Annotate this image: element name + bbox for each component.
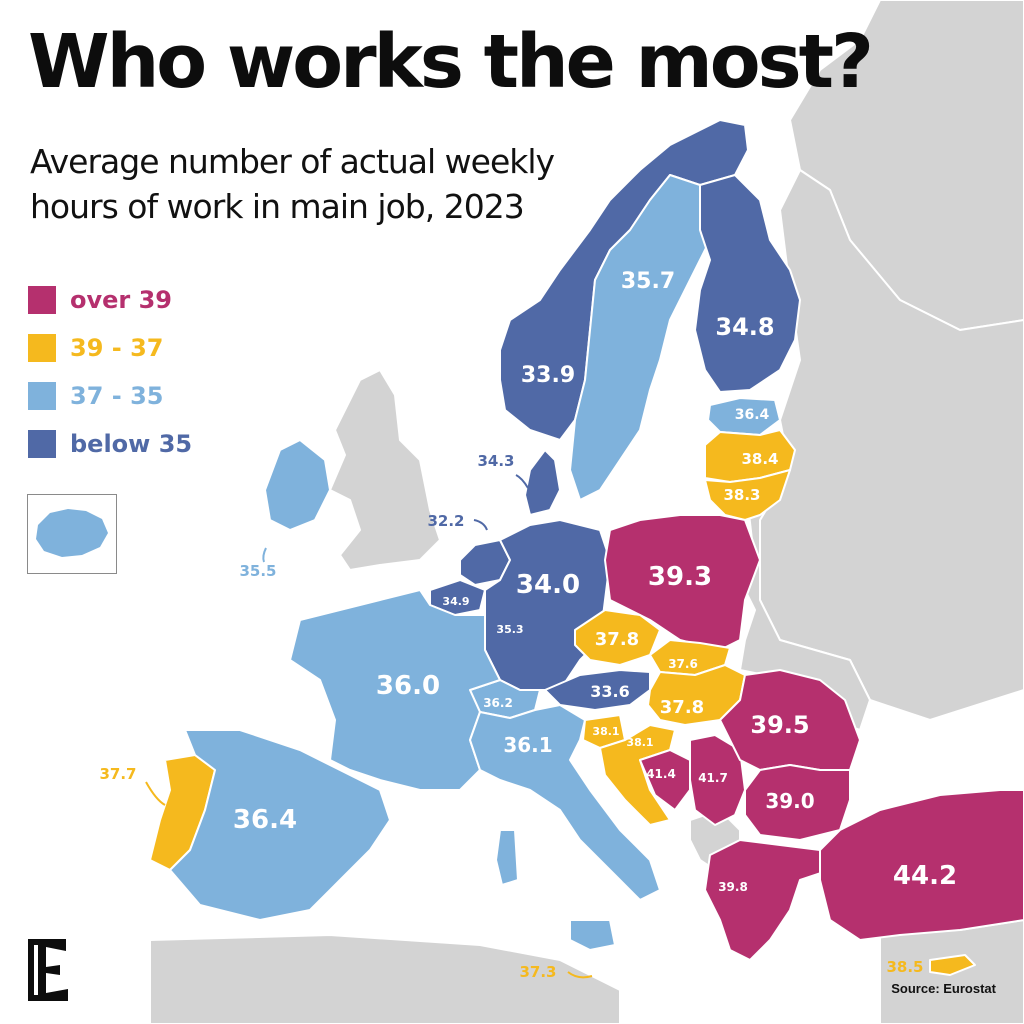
value-label-estonia: 36.4 xyxy=(735,407,770,423)
value-label-belgium: 34.9 xyxy=(442,595,469,608)
value-label-norway: 33.9 xyxy=(521,363,575,388)
value-label-czechia: 37.8 xyxy=(595,629,639,650)
value-label-hungary: 37.8 xyxy=(660,697,704,718)
region-turkey xyxy=(819,789,1024,941)
iceland-inset xyxy=(27,494,117,574)
value-label-malta: 37.3 xyxy=(519,963,556,981)
region-sicily xyxy=(569,919,616,951)
value-label-spain: 36.4 xyxy=(233,805,297,835)
region-serbia xyxy=(689,734,746,826)
value-label-netherlands: 32.2 xyxy=(427,512,464,530)
value-label-portugal: 37.7 xyxy=(99,765,136,783)
region-bulgaria xyxy=(744,764,851,841)
leader-line xyxy=(145,781,166,806)
legend-item-37-35: 37 - 35 xyxy=(28,372,192,420)
value-label-ireland: 35.5 xyxy=(239,562,276,580)
legend-swatch xyxy=(28,430,56,458)
value-label-slovenia: 38.1 xyxy=(592,725,619,738)
legend-label: 39 - 37 xyxy=(70,334,164,362)
value-label-croatia: 38.1 xyxy=(626,736,653,749)
legend-swatch xyxy=(28,334,56,362)
value-label-finland: 34.8 xyxy=(715,313,774,341)
region-denmark xyxy=(524,449,561,516)
region-italy xyxy=(469,704,661,901)
value-label-slovakia: 37.6 xyxy=(668,657,698,671)
legend-item-over-39: over 39 xyxy=(28,276,192,324)
legend-swatch xyxy=(28,286,56,314)
region-sweden xyxy=(569,174,711,501)
legend-item-39-37: 39 - 37 xyxy=(28,324,192,372)
leader-line xyxy=(567,971,593,979)
value-label-poland: 39.3 xyxy=(648,562,712,592)
subtitle-line-2: hours of work in main job, 2023 xyxy=(30,186,525,226)
region-estonia xyxy=(707,397,781,436)
legend-swatch xyxy=(28,382,56,410)
subtitle: Average number of actual weekly hours of… xyxy=(30,140,555,229)
non-eu-uk xyxy=(329,369,441,571)
value-label-france: 36.0 xyxy=(376,671,440,701)
region-iceland xyxy=(36,509,108,557)
value-label-italy: 36.1 xyxy=(503,733,552,757)
region-ireland xyxy=(264,439,331,531)
value-label-luxembourg: 35.3 xyxy=(496,623,523,636)
value-label-latvia: 38.4 xyxy=(741,450,778,468)
value-label-turkey: 44.2 xyxy=(893,861,957,891)
region-germany xyxy=(484,519,611,691)
region-poland xyxy=(604,514,761,651)
legend-item-below-35: below 35 xyxy=(28,420,192,468)
legend-label: 37 - 35 xyxy=(70,382,164,410)
region-bosnia xyxy=(639,749,691,811)
region-lithuania xyxy=(704,469,791,521)
region-greece xyxy=(704,839,831,961)
value-label-cyprus: 38.5 xyxy=(886,958,923,976)
legend: over 39 39 - 37 37 - 35 below 35 xyxy=(28,276,192,468)
subtitle-line-1: Average number of actual weekly xyxy=(30,142,555,181)
value-label-bosnia: 41.4 xyxy=(646,767,676,781)
value-label-sweden: 35.7 xyxy=(621,269,675,294)
value-label-bulgaria: 39.0 xyxy=(765,789,814,813)
iceland-inset-map xyxy=(36,509,108,557)
value-label-germany: 34.0 xyxy=(516,570,580,600)
value-label-switzerland: 36.2 xyxy=(483,696,513,710)
publisher-logo-icon xyxy=(28,939,68,1001)
value-label-lithuania: 38.3 xyxy=(723,486,760,504)
source-note: Source: Eurostat xyxy=(891,981,996,996)
value-label-austria: 33.6 xyxy=(590,682,629,701)
value-label-romania: 39.5 xyxy=(750,711,809,739)
value-label-greece: 39.8 xyxy=(718,880,748,894)
value-label-denmark: 34.3 xyxy=(477,452,514,470)
legend-label: over 39 xyxy=(70,286,172,314)
value-label-serbia: 41.7 xyxy=(698,771,728,785)
region-croatia xyxy=(599,724,676,826)
leader-line xyxy=(935,965,949,971)
leader-line xyxy=(515,474,529,489)
legend-label: below 35 xyxy=(70,430,193,458)
leader-line xyxy=(473,519,488,531)
page-title: Who works the most? xyxy=(28,19,874,105)
region-finland xyxy=(694,174,801,393)
region-sardinia xyxy=(495,829,519,886)
region-spain xyxy=(169,729,391,921)
leader-line xyxy=(262,547,267,563)
non-eu-north-africa xyxy=(149,934,621,1024)
